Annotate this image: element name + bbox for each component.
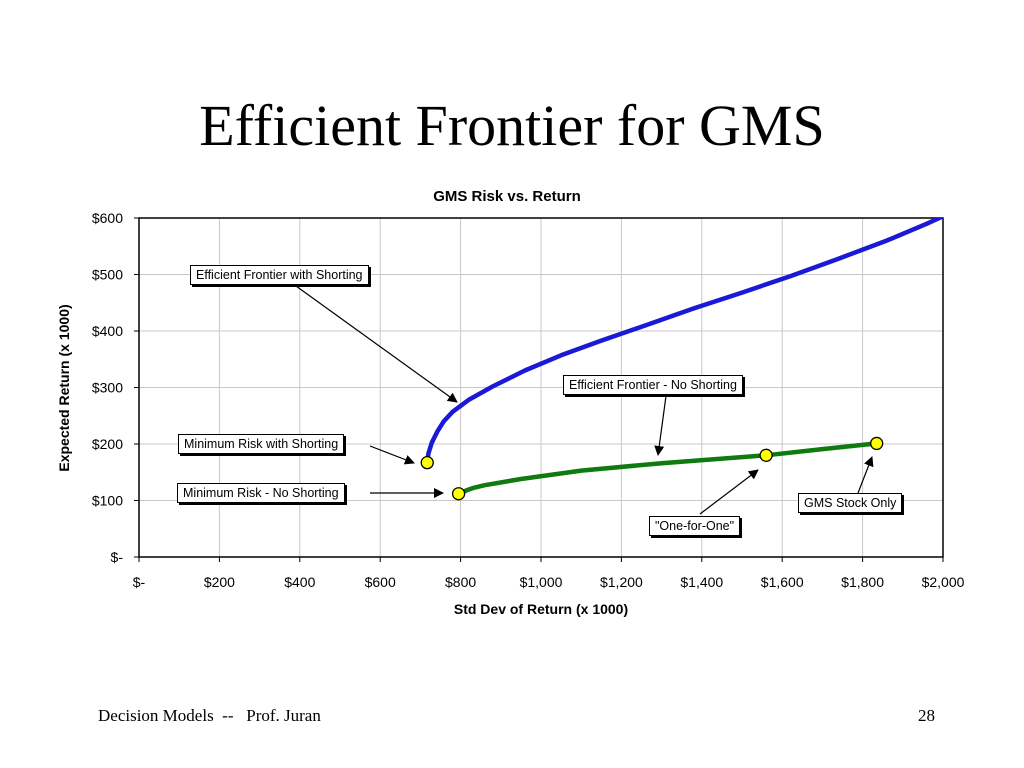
x-tick-label: $1,200 (600, 574, 643, 590)
data-point-marker (870, 436, 884, 451)
y-axis-ticks: $- $100 $200 $300 $400 $500 $600 (92, 210, 139, 565)
arrow-min-risk-shorting (369, 445, 415, 465)
x-tick-label: $200 (204, 574, 235, 590)
point-markers (420, 436, 884, 501)
arrow-one-for-one (699, 469, 759, 515)
callout-arrows (295, 285, 874, 515)
y-tick-label: $600 (92, 210, 123, 226)
callout-min-risk-shorting: Minimum Risk with Shorting (178, 434, 345, 454)
series-line-2 (456, 441, 879, 496)
x-tick-label: $- (133, 574, 146, 590)
arrow-ef-shorting (295, 285, 458, 403)
callout-one-for-one: "One-for-One" (649, 516, 741, 536)
x-tick-label: $1,400 (680, 574, 723, 590)
callout-gms-stock-only: GMS Stock Only (798, 493, 903, 513)
data-point-marker (451, 487, 466, 501)
footer-course-label: Decision Models -- Prof. Juran (98, 706, 321, 725)
x-tick-label: $800 (445, 574, 476, 590)
data-point-marker (420, 455, 434, 470)
arrow-gms-stock-only (857, 456, 874, 494)
series-lines (424, 218, 943, 496)
callout-min-risk-no-shorting: Minimum Risk - No Shorting (177, 483, 345, 503)
y-tick-label: $400 (92, 323, 123, 339)
x-axis-title: Std Dev of Return (x 1000) (454, 601, 628, 617)
x-tick-label: $1,600 (761, 574, 804, 590)
series-line-1 (424, 218, 943, 465)
x-tick-label: $2,000 (922, 574, 965, 590)
x-axis-ticks: $- $200 $400 $600 $800 $1,000 $1,200 $1,400 $1,6… (133, 557, 965, 590)
x-tick-label: $600 (365, 574, 396, 590)
chart-title: GMS Risk vs. Return (433, 188, 581, 205)
y-tick-label: $100 (92, 493, 123, 509)
x-tick-label: $400 (284, 574, 315, 590)
slide-title: Efficient Frontier for GMS (199, 93, 825, 158)
y-tick-label: $- (111, 549, 124, 565)
callout-ef-no-shorting: Efficient Frontier - No Shorting (563, 375, 743, 395)
x-tick-label: $1,800 (841, 574, 884, 590)
y-axis-title: Expected Return (x 1000) (56, 304, 72, 471)
x-tick-label: $1,000 (520, 574, 563, 590)
footer-page-number: 28 (918, 706, 935, 725)
arrow-ef-no-shorting (654, 395, 667, 456)
risk-return-chart: GMS Risk vs. Return $- $200 $400 $600 $800 $1… (56, 188, 965, 617)
callout-ef-shorting: Efficient Frontier with Shorting (190, 265, 369, 285)
y-tick-label: $200 (92, 436, 123, 452)
data-point-marker (759, 448, 773, 462)
y-tick-label: $500 (92, 267, 123, 283)
y-tick-label: $300 (92, 380, 123, 396)
